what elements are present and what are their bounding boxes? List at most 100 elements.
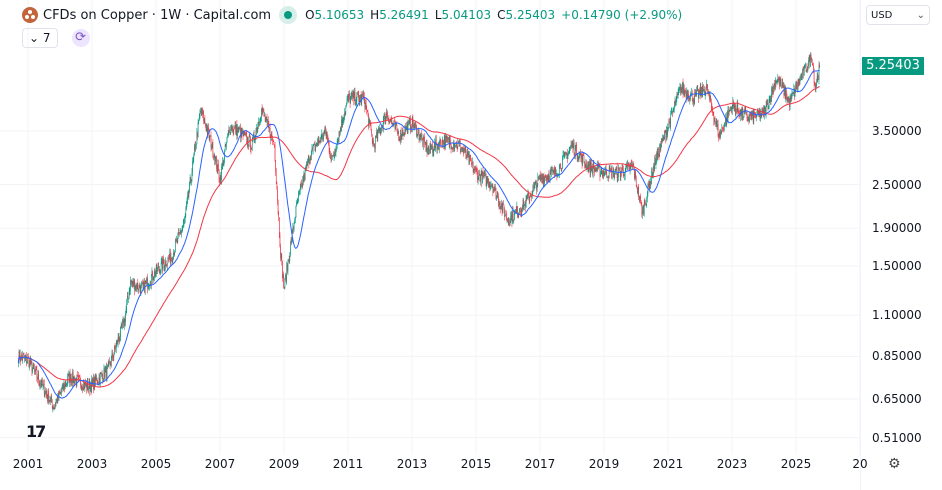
- candle: [421, 133, 423, 141]
- candle: [351, 92, 352, 101]
- candle: [576, 153, 578, 162]
- candle: [141, 282, 143, 289]
- candle: [402, 128, 403, 137]
- candle: [719, 128, 721, 141]
- candle: [487, 176, 488, 184]
- candle: [273, 140, 275, 146]
- candle: [682, 78, 684, 99]
- candle: [288, 255, 290, 264]
- candle: [526, 195, 528, 202]
- candle: [175, 238, 176, 253]
- candle: [677, 91, 678, 99]
- candle: [656, 151, 657, 165]
- candle: [109, 360, 111, 370]
- candle: [208, 128, 210, 141]
- candle: [311, 150, 312, 161]
- candle: [671, 107, 672, 115]
- price-chart[interactable]: [0, 0, 860, 455]
- candle: [114, 343, 116, 350]
- candle: [794, 85, 795, 101]
- candle: [103, 364, 105, 383]
- candle: [203, 110, 204, 125]
- candle: [41, 377, 43, 388]
- candle: [110, 361, 112, 367]
- chart-legend: CFDs on Copper · 1W · Capital.com O5.106…: [22, 6, 688, 24]
- market-status-icon[interactable]: [279, 6, 298, 24]
- candle: [761, 107, 763, 119]
- candle: [321, 129, 323, 140]
- candle: [219, 172, 221, 185]
- candle: [42, 377, 43, 386]
- settings-gear-icon[interactable]: ⚙: [888, 456, 901, 472]
- candle: [535, 180, 536, 185]
- candle: [186, 201, 187, 211]
- candle: [738, 108, 739, 114]
- price-axis[interactable]: [860, 0, 942, 490]
- candle: [419, 134, 420, 142]
- candle: [680, 83, 681, 96]
- candle: [61, 384, 63, 393]
- candle: [772, 86, 774, 98]
- candle: [120, 326, 121, 342]
- candle: [516, 201, 518, 214]
- candle: [628, 162, 630, 171]
- candle: [808, 57, 809, 69]
- candle: [619, 166, 621, 181]
- candle: [191, 168, 193, 183]
- candle: [674, 96, 676, 108]
- candle: [194, 141, 196, 152]
- candle: [234, 126, 235, 130]
- candle: [634, 169, 636, 182]
- candle: [214, 153, 216, 166]
- candle: [157, 267, 158, 274]
- candle: [642, 205, 644, 215]
- candle: [184, 216, 185, 225]
- indicators-toggle-button[interactable]: ⌄ 7: [22, 28, 58, 48]
- candle: [100, 371, 102, 375]
- candle: [640, 200, 642, 206]
- candle: [194, 143, 195, 156]
- candle: [275, 160, 276, 177]
- candle: [571, 140, 573, 148]
- candle: [218, 169, 220, 183]
- candle: [279, 231, 281, 248]
- candle: [684, 89, 686, 97]
- candle: [629, 161, 631, 175]
- candle: [69, 371, 70, 388]
- candle: [527, 193, 528, 200]
- candle: [597, 160, 598, 173]
- candle: [690, 91, 691, 102]
- candle: [592, 160, 594, 179]
- candle: [168, 254, 169, 262]
- candle: [152, 270, 153, 285]
- candle: [111, 355, 112, 368]
- candle: [694, 88, 696, 105]
- candle: [679, 87, 680, 93]
- candle: [130, 279, 132, 285]
- candle: [484, 169, 486, 177]
- candle: [127, 292, 128, 306]
- candle: [166, 264, 168, 268]
- low-value: 5.04103: [441, 8, 492, 22]
- candle: [442, 139, 444, 145]
- candle: [160, 269, 161, 276]
- candle: [718, 133, 720, 142]
- candle: [80, 383, 82, 391]
- candle: [39, 379, 40, 387]
- candle: [547, 174, 548, 183]
- candle: [811, 57, 812, 63]
- candle: [121, 323, 123, 329]
- candle: [47, 389, 49, 402]
- candle: [56, 398, 57, 403]
- candle: [771, 86, 772, 103]
- sync-icon[interactable]: ⟳: [71, 29, 90, 47]
- candle: [698, 88, 699, 103]
- currency-select[interactable]: USD ⌄: [866, 5, 930, 25]
- symbol-title[interactable]: CFDs on Copper · 1W · Capital.com: [43, 7, 272, 23]
- candle: [176, 235, 177, 243]
- candle: [267, 118, 268, 126]
- tradingview-logo[interactable]: 17: [26, 422, 46, 441]
- candle: [779, 75, 780, 90]
- candle: [503, 200, 504, 205]
- candle: [429, 149, 430, 155]
